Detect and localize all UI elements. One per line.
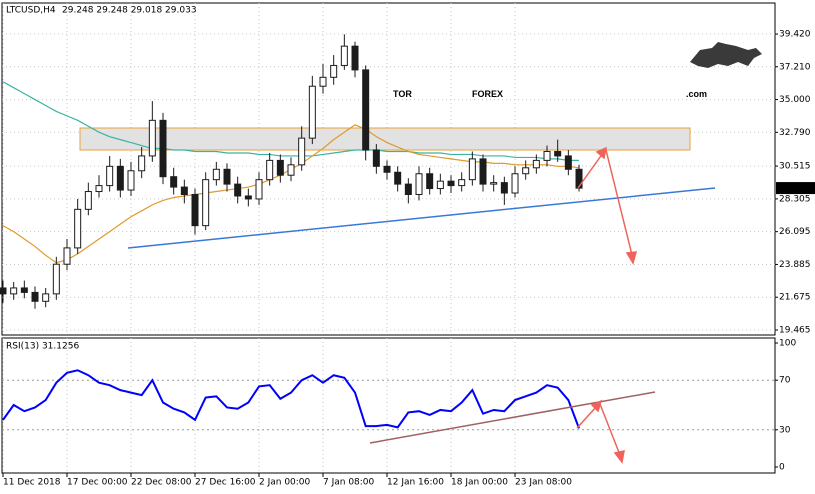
candle-body [10, 287, 18, 295]
x-tick-label: 11 Dec 2018 [3, 478, 61, 488]
rsi-trendline [369, 391, 656, 444]
rsi-title: RSI(13) 31.1256 [6, 342, 79, 352]
y-tick-label: 70 [779, 376, 791, 386]
y-tick-label: 37.210 [779, 62, 811, 72]
x-tick-label: 27 Dec 16:00 [195, 478, 256, 488]
x-tick-label: 17 Dec 00:00 [67, 478, 128, 488]
logo-forex: FOREX [472, 89, 503, 99]
rsi-panel [1, 337, 776, 474]
candle-body [543, 150, 551, 161]
candle-body [308, 85, 316, 139]
candle-body [383, 165, 391, 173]
candle-body [490, 182, 498, 185]
candle-body [31, 291, 39, 302]
candle-body [436, 180, 444, 190]
y-tick-label: 32.790 [779, 128, 811, 138]
candle-body [372, 149, 380, 167]
candle-body [532, 159, 540, 169]
candle-body [170, 176, 178, 188]
candle-body [426, 173, 434, 190]
candle-body [159, 119, 167, 178]
candle-body [458, 179, 466, 187]
candle-body [42, 293, 50, 302]
candle-body [447, 180, 455, 187]
candle-body [479, 158, 487, 185]
x-tick-label: 2 Jan 00:00 [259, 478, 311, 488]
candle-body [340, 45, 348, 66]
marks [0, 34, 583, 429]
candle-body [148, 119, 156, 157]
candle-body [74, 208, 82, 249]
candle-body [138, 155, 146, 172]
candle-body [394, 171, 402, 185]
candle-body [468, 158, 476, 181]
candle-body [351, 45, 359, 71]
current-price-label: 29.033 [779, 184, 811, 194]
candle-body [180, 186, 188, 195]
y-tick-label: 100 [779, 338, 796, 348]
candle-body [234, 183, 242, 197]
y-tick-label: 0 [779, 462, 785, 472]
candle-body [95, 185, 103, 193]
candle-body [212, 168, 220, 181]
candle-body [298, 137, 306, 166]
candle-body [500, 182, 508, 194]
grid [2, 3, 775, 473]
logo: TOR FOREX .com [393, 42, 762, 99]
candle-body [404, 183, 412, 195]
y-tick-label: 30.515 [779, 162, 811, 172]
candle-body [191, 193, 199, 227]
x-tick-label: 7 Jan 08:00 [323, 478, 375, 488]
candle-body [330, 64, 338, 78]
rsi-forecast-arrows [576, 399, 625, 464]
candle-body [276, 159, 284, 176]
candle-body [362, 69, 370, 151]
chart-header-symbol: LTCUSD,H4 [6, 6, 56, 16]
candle-body [84, 191, 92, 210]
candle-body [287, 164, 295, 176]
y-tick-label: 39.420 [779, 30, 811, 40]
candle-body [575, 168, 583, 189]
chart-header-quote: 29.248 29.248 29.018 29.033 [62, 6, 197, 16]
candle-body [266, 159, 274, 181]
y-tick-label: 30 [779, 425, 791, 435]
candle-body [63, 247, 71, 265]
y-tick-label: 23.885 [779, 260, 811, 270]
y-tick-label: 26.095 [779, 227, 811, 237]
candle-body [554, 150, 562, 157]
logo-com: .com [686, 89, 707, 99]
candle-body [564, 155, 572, 170]
candle-body [106, 165, 114, 187]
candle-body [20, 287, 28, 293]
candle-body [52, 263, 60, 295]
x-tick-label: 23 Jan 08:00 [515, 478, 572, 488]
x-tick-label: 18 Jan 00:00 [451, 478, 508, 488]
y-tick-label: 19.465 [779, 326, 811, 336]
candle-body [116, 165, 124, 191]
candle-body [319, 76, 327, 87]
candle-body [415, 173, 423, 195]
candle-body [511, 173, 519, 194]
y-tick-label: 28.305 [779, 194, 811, 204]
candle-body [0, 287, 7, 295]
candle-body [255, 179, 263, 200]
logo-tor: TOR [393, 89, 412, 99]
candle-body [202, 179, 210, 227]
candle-body [127, 170, 135, 191]
y-tick-label: 21.675 [779, 293, 811, 303]
resistance-zone [79, 127, 691, 151]
current-price-box [776, 182, 815, 195]
candle-body [223, 168, 231, 185]
y-tick-label: 35.000 [779, 95, 811, 105]
x-tick-label: 12 Jan 16:00 [387, 478, 444, 488]
rsi-line [2, 369, 580, 429]
candle-body [244, 195, 252, 200]
logo-bull [690, 42, 762, 68]
candle-body [522, 167, 530, 175]
forecast-arrows [577, 146, 638, 265]
x-tick-label: 22 Dec 08:00 [131, 478, 192, 488]
